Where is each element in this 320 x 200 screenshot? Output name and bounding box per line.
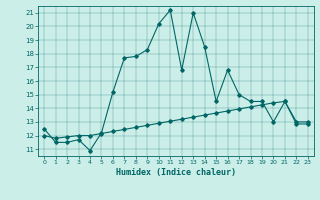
X-axis label: Humidex (Indice chaleur): Humidex (Indice chaleur) [116,168,236,177]
